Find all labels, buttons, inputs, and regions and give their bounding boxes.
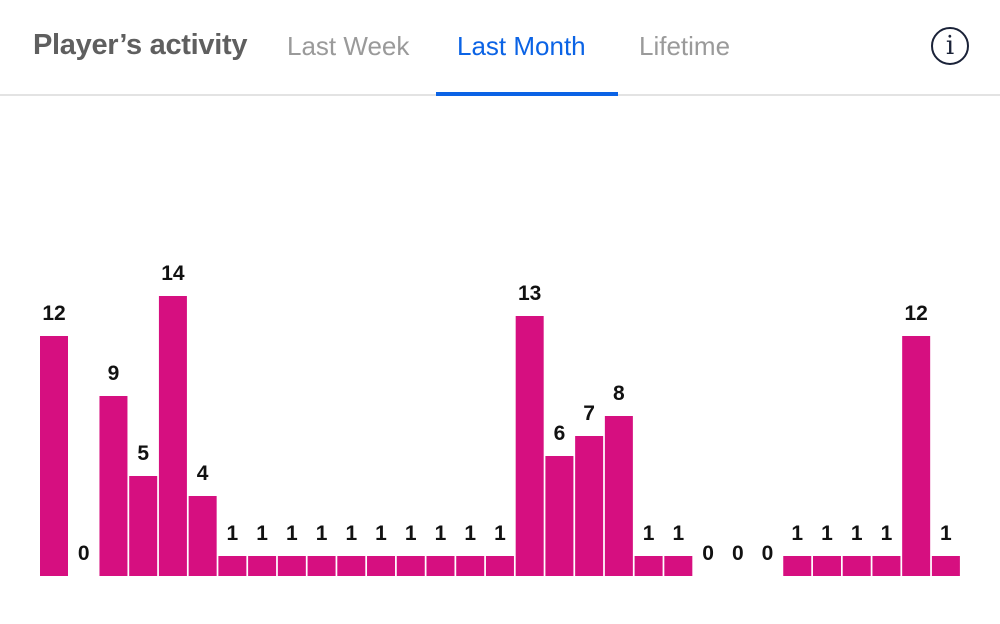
bar	[158, 296, 187, 576]
data-label: 1	[405, 522, 417, 545]
bar	[902, 336, 931, 576]
data-label: 1	[375, 522, 387, 545]
data-label: 1	[940, 522, 952, 545]
data-label: 6	[554, 422, 566, 445]
tab-last-month[interactable]: Last Month	[457, 31, 586, 61]
data-label: 1	[316, 522, 328, 545]
data-label: 5	[137, 442, 149, 465]
bar	[812, 556, 841, 576]
data-label: 0	[762, 542, 774, 565]
data-label: 1	[227, 522, 239, 545]
bar	[456, 556, 485, 576]
bar	[842, 556, 871, 576]
data-label: 1	[672, 522, 684, 545]
data-label: 4	[197, 462, 209, 485]
data-label: 1	[256, 522, 268, 545]
bar	[664, 556, 693, 576]
data-label: 1	[345, 522, 357, 545]
data-label: 14	[161, 262, 185, 285]
bar	[485, 556, 514, 576]
bar	[426, 556, 455, 576]
bar	[277, 556, 306, 576]
bar	[515, 316, 544, 576]
data-label: 1	[821, 522, 833, 545]
bar	[99, 396, 128, 576]
bar	[248, 556, 277, 576]
page-title: Player’s activity	[33, 29, 248, 61]
data-label: 1	[851, 522, 863, 545]
data-label: 1	[881, 522, 893, 545]
data-label: 8	[613, 382, 625, 405]
bar	[545, 456, 574, 576]
data-label: 1	[643, 522, 655, 545]
bar	[634, 556, 663, 576]
data-label: 1	[464, 522, 476, 545]
data-label: 1	[435, 522, 447, 545]
data-label: 0	[78, 542, 90, 565]
bar	[367, 556, 396, 576]
bar	[604, 416, 633, 576]
bar	[337, 556, 366, 576]
data-label: 1	[791, 522, 803, 545]
bar	[40, 336, 68, 576]
bar	[396, 556, 425, 576]
data-label: 1	[286, 522, 298, 545]
tab-lifetime[interactable]: Lifetime	[639, 31, 731, 61]
data-label: 7	[583, 402, 595, 425]
bar	[931, 556, 960, 576]
bar	[218, 556, 247, 576]
data-label: 0	[702, 542, 714, 565]
active-tab-indicator	[436, 92, 618, 96]
bar	[129, 476, 158, 576]
data-label: 9	[108, 362, 120, 385]
bar	[188, 496, 217, 576]
bar	[872, 556, 901, 576]
bar	[307, 556, 336, 576]
info-icon[interactable]: i	[931, 27, 969, 65]
data-label: 0	[732, 542, 744, 565]
bar	[575, 436, 604, 576]
data-label: 13	[518, 282, 541, 305]
tab-last-week[interactable]: Last Week	[287, 31, 410, 61]
bar	[783, 556, 812, 576]
header: Player’s activity Last Week Last Month L…	[0, 0, 1000, 96]
data-label: 1	[494, 522, 506, 545]
data-label: 12	[904, 302, 927, 325]
data-label: 12	[42, 302, 65, 325]
